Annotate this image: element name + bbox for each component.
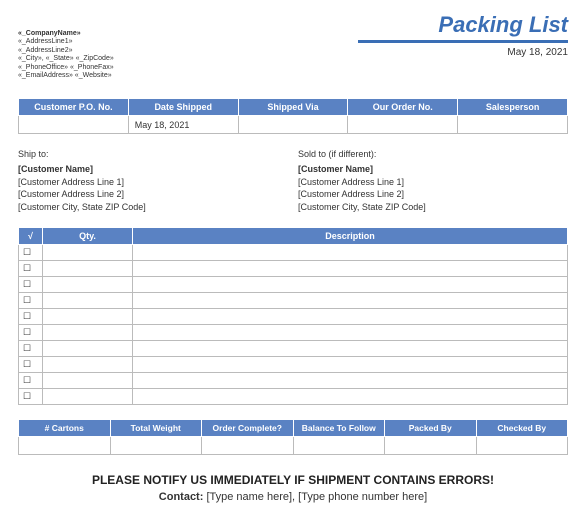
notify-text: PLEASE NOTIFY US IMMEDIATELY IF SHIPMENT… [18, 473, 568, 487]
item-desc[interactable] [133, 293, 568, 309]
item-row: ☐ [19, 357, 568, 373]
soldto-label: Sold to (if different): [298, 148, 568, 161]
item-row: ☐ [19, 309, 568, 325]
summary-cell-cartons[interactable] [19, 437, 111, 455]
summary-cell-weight[interactable] [110, 437, 202, 455]
items-header-qty: Qty. [43, 228, 133, 245]
soldto-l2: [Customer Address Line 2] [298, 188, 568, 201]
page-title: Packing List [358, 12, 568, 43]
item-check[interactable]: ☐ [19, 293, 43, 309]
summary-cell-packed[interactable] [385, 437, 477, 455]
order-cell-orderno[interactable] [348, 116, 458, 134]
packing-list-page: Packing List May 18, 2021 «_CompanyName»… [0, 0, 586, 515]
item-row: ☐ [19, 277, 568, 293]
item-desc[interactable] [133, 341, 568, 357]
item-desc[interactable] [133, 261, 568, 277]
summary-header-balance: Balance To Follow [293, 420, 385, 437]
order-info-table: Customer P.O. No. Date Shipped Shipped V… [18, 98, 568, 134]
company-phone: «_PhoneOffice» «_PhoneFax» [18, 64, 568, 72]
company-email: «_EmailAddress» «_Website» [18, 72, 568, 80]
summary-data-row [19, 437, 568, 455]
header-date: May 18, 2021 [507, 47, 568, 58]
item-check[interactable]: ☐ [19, 357, 43, 373]
item-qty[interactable] [43, 389, 133, 405]
summary-cell-complete[interactable] [202, 437, 294, 455]
item-check[interactable]: ☐ [19, 389, 43, 405]
item-desc[interactable] [133, 309, 568, 325]
items-header-desc: Description [133, 228, 568, 245]
summary-cell-balance[interactable] [293, 437, 385, 455]
order-header-row: Customer P.O. No. Date Shipped Shipped V… [19, 99, 568, 116]
item-qty[interactable] [43, 341, 133, 357]
summary-header-packed: Packed By [385, 420, 477, 437]
contact-label: Contact: [159, 491, 204, 503]
soldto-name: [Customer Name] [298, 163, 568, 176]
summary-header-checked: Checked By [476, 420, 568, 437]
item-row: ☐ [19, 261, 568, 277]
shipto-l2: [Customer Address Line 2] [18, 188, 288, 201]
item-check[interactable]: ☐ [19, 325, 43, 341]
item-row: ☐ [19, 293, 568, 309]
order-cell-via[interactable] [238, 116, 348, 134]
item-check[interactable]: ☐ [19, 245, 43, 261]
item-check[interactable]: ☐ [19, 309, 43, 325]
items-header-row: √ Qty. Description [19, 228, 568, 245]
item-check[interactable]: ☐ [19, 373, 43, 389]
summary-cell-checked[interactable] [476, 437, 568, 455]
order-data-row: May 18, 2021 [19, 116, 568, 134]
summary-header-cartons: # Cartons [19, 420, 111, 437]
company-citystate: «_City», «_State» «_ZipCode» [18, 55, 568, 63]
order-header-via: Shipped Via [238, 99, 348, 116]
soldto-l1: [Customer Address Line 1] [298, 176, 568, 189]
item-check[interactable]: ☐ [19, 277, 43, 293]
item-row: ☐ [19, 325, 568, 341]
item-row: ☐ [19, 373, 568, 389]
shipto-label: Ship to: [18, 148, 288, 161]
company-addr2: «_AddressLine2» [18, 47, 568, 55]
item-qty[interactable] [43, 357, 133, 373]
summary-header-row: # Cartons Total Weight Order Complete? B… [19, 420, 568, 437]
summary-table: # Cartons Total Weight Order Complete? B… [18, 419, 568, 455]
item-desc[interactable] [133, 245, 568, 261]
items-table: √ Qty. Description ☐☐☐☐☐☐☐☐☐☐ [18, 227, 568, 405]
item-qty[interactable] [43, 277, 133, 293]
item-desc[interactable] [133, 357, 568, 373]
item-check[interactable]: ☐ [19, 341, 43, 357]
summary-header-weight: Total Weight [110, 420, 202, 437]
soldto-l3: [Customer City, State ZIP Code] [298, 201, 568, 214]
address-row: Ship to: [Customer Name] [Customer Addre… [18, 148, 568, 213]
order-header-orderno: Our Order No. [348, 99, 458, 116]
item-desc[interactable] [133, 277, 568, 293]
shipto-l3: [Customer City, State ZIP Code] [18, 201, 288, 214]
summary-header-complete: Order Complete? [202, 420, 294, 437]
order-cell-sales[interactable] [458, 116, 568, 134]
shipto-l1: [Customer Address Line 1] [18, 176, 288, 189]
order-cell-po[interactable] [19, 116, 129, 134]
contact-value: [Type name here], [Type phone number her… [203, 491, 427, 503]
item-qty[interactable] [43, 325, 133, 341]
order-header-po: Customer P.O. No. [19, 99, 129, 116]
item-check[interactable]: ☐ [19, 261, 43, 277]
items-header-check: √ [19, 228, 43, 245]
item-qty[interactable] [43, 261, 133, 277]
soldto-block: Sold to (if different): [Customer Name] … [298, 148, 568, 213]
item-desc[interactable] [133, 325, 568, 341]
item-qty[interactable] [43, 373, 133, 389]
item-row: ☐ [19, 341, 568, 357]
item-row: ☐ [19, 245, 568, 261]
item-row: ☐ [19, 389, 568, 405]
order-header-sales: Salesperson [458, 99, 568, 116]
item-desc[interactable] [133, 389, 568, 405]
item-qty[interactable] [43, 293, 133, 309]
order-cell-shipped[interactable]: May 18, 2021 [128, 116, 238, 134]
shipto-block: Ship to: [Customer Name] [Customer Addre… [18, 148, 288, 213]
item-qty[interactable] [43, 245, 133, 261]
item-desc[interactable] [133, 373, 568, 389]
order-header-shipped: Date Shipped [128, 99, 238, 116]
contact-line: Contact: [Type name here], [Type phone n… [18, 491, 568, 503]
item-qty[interactable] [43, 309, 133, 325]
shipto-name: [Customer Name] [18, 163, 288, 176]
